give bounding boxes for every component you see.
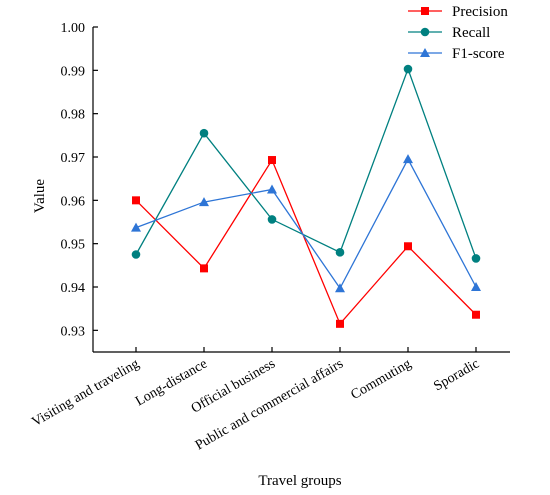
y-tick-label: 0.94 bbox=[61, 281, 86, 296]
legend-label: Recall bbox=[452, 25, 490, 41]
legend-label: Precision bbox=[452, 4, 508, 20]
recall-point bbox=[131, 250, 141, 259]
precision-point bbox=[472, 310, 480, 319]
f1-score-point bbox=[471, 282, 481, 291]
precision-point bbox=[268, 156, 276, 165]
x-tick-label: Commuting bbox=[349, 356, 414, 402]
y-tick-label: 0.93 bbox=[61, 324, 86, 339]
precision-point bbox=[404, 242, 412, 251]
y-tick-label: 0.99 bbox=[61, 64, 86, 79]
precision-point bbox=[336, 319, 344, 328]
legend-item-precision: Precision bbox=[408, 4, 508, 20]
f1-score-point bbox=[403, 154, 413, 164]
recall-point bbox=[335, 248, 345, 257]
axes: 0.93 0.94 0.95 0.96 0.97 0.98 0.99 1.00 Visiting… bbox=[29, 21, 510, 454]
f1-score-point bbox=[335, 283, 345, 293]
f1-score-point bbox=[267, 184, 277, 194]
y-tick-label: 0.97 bbox=[61, 151, 86, 166]
legend-marker bbox=[421, 7, 429, 15]
precision-point bbox=[200, 264, 208, 273]
precision-point bbox=[132, 196, 140, 205]
f1-score-point bbox=[199, 197, 209, 207]
f1-score-line bbox=[135, 157, 477, 290]
y-axis-title: Value bbox=[32, 179, 48, 213]
series-precision bbox=[132, 156, 480, 328]
legend-item-recall: Recall bbox=[408, 25, 490, 41]
legend: Precision Recall F1-score bbox=[408, 4, 508, 62]
series-f1-score bbox=[131, 154, 481, 293]
y-tick-label: 0.95 bbox=[61, 238, 86, 253]
recall-point bbox=[403, 64, 413, 74]
legend-item-f1-score: F1-score bbox=[408, 46, 505, 62]
legend-marker bbox=[420, 27, 430, 37]
x-axis-title: Travel groups bbox=[258, 473, 341, 489]
y-tick-label: 0.98 bbox=[61, 108, 86, 123]
recall-line bbox=[135, 67, 477, 259]
recall-point bbox=[471, 254, 481, 263]
legend-marker bbox=[420, 48, 430, 57]
legend-label: F1-score bbox=[452, 46, 505, 62]
recall-point bbox=[199, 128, 209, 138]
y-tick-label: 0.96 bbox=[61, 194, 86, 209]
series-layer bbox=[131, 64, 481, 328]
precision-line bbox=[135, 158, 477, 326]
recall-point bbox=[267, 215, 277, 224]
y-tick-label: 1.00 bbox=[61, 21, 86, 36]
series-recall bbox=[131, 64, 481, 263]
x-tick-label: Visiting and traveling bbox=[29, 356, 142, 430]
f1-score-point bbox=[131, 222, 141, 232]
x-tick-label: Sporadic bbox=[431, 356, 482, 394]
